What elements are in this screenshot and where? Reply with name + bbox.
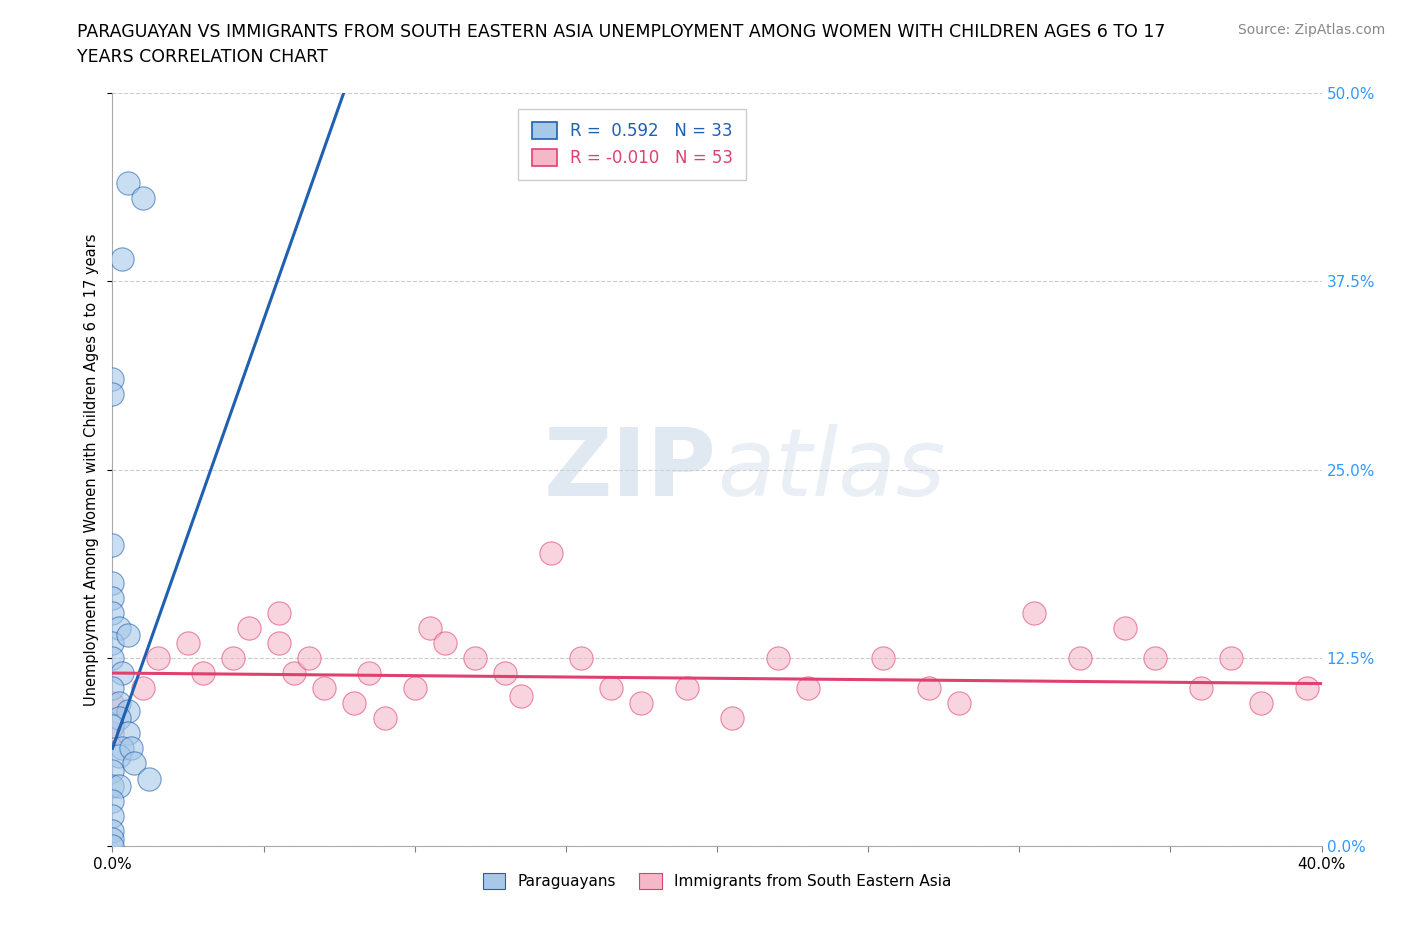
Point bbox=[872, 651, 894, 666]
Point bbox=[101, 831, 124, 846]
Point bbox=[101, 824, 124, 839]
Point bbox=[918, 681, 941, 696]
Point bbox=[404, 681, 426, 696]
Point bbox=[1024, 605, 1046, 620]
Point bbox=[101, 809, 124, 824]
Point bbox=[101, 575, 124, 591]
Point bbox=[101, 718, 124, 733]
Point bbox=[110, 741, 132, 756]
Point bbox=[267, 635, 290, 650]
Point bbox=[101, 726, 124, 741]
Point bbox=[721, 711, 744, 725]
Point bbox=[222, 651, 245, 666]
Point bbox=[509, 688, 531, 703]
Point bbox=[117, 726, 139, 741]
Point bbox=[1295, 681, 1317, 696]
Point bbox=[948, 696, 970, 711]
Point bbox=[117, 703, 139, 718]
Point bbox=[1340, 666, 1362, 681]
Point bbox=[101, 681, 124, 696]
Point bbox=[314, 681, 336, 696]
Point bbox=[283, 666, 305, 681]
Point bbox=[101, 793, 124, 808]
Point bbox=[267, 605, 290, 620]
Point bbox=[107, 711, 129, 725]
Point bbox=[1250, 696, 1272, 711]
Point bbox=[101, 538, 124, 552]
Point bbox=[1371, 726, 1393, 741]
Point bbox=[101, 605, 124, 620]
Point bbox=[101, 651, 124, 666]
Point bbox=[132, 681, 155, 696]
Point bbox=[1069, 651, 1091, 666]
Text: ZIP: ZIP bbox=[544, 424, 717, 515]
Point bbox=[569, 651, 592, 666]
Point bbox=[630, 696, 652, 711]
Text: PARAGUAYAN VS IMMIGRANTS FROM SOUTH EASTERN ASIA UNEMPLOYMENT AMONG WOMEN WITH C: PARAGUAYAN VS IMMIGRANTS FROM SOUTH EAST… bbox=[77, 23, 1166, 41]
Point bbox=[1114, 620, 1136, 635]
Point bbox=[101, 372, 124, 387]
Point bbox=[101, 635, 124, 650]
Point bbox=[1144, 651, 1167, 666]
Point bbox=[675, 681, 697, 696]
Point bbox=[138, 771, 160, 786]
Point bbox=[1386, 703, 1406, 718]
Point bbox=[600, 681, 623, 696]
Point bbox=[101, 778, 124, 793]
Point bbox=[177, 635, 200, 650]
Point bbox=[766, 651, 789, 666]
Point bbox=[419, 620, 441, 635]
Point bbox=[101, 696, 124, 711]
Point bbox=[238, 620, 260, 635]
Point bbox=[132, 191, 155, 206]
Point bbox=[1220, 651, 1243, 666]
Point bbox=[110, 666, 132, 681]
Point bbox=[359, 666, 381, 681]
Point bbox=[107, 620, 129, 635]
Text: Source: ZipAtlas.com: Source: ZipAtlas.com bbox=[1237, 23, 1385, 37]
Point bbox=[117, 628, 139, 643]
Point bbox=[343, 696, 366, 711]
Point bbox=[107, 696, 129, 711]
Point bbox=[101, 839, 124, 854]
Text: YEARS CORRELATION CHART: YEARS CORRELATION CHART bbox=[77, 48, 328, 66]
Point bbox=[433, 635, 456, 650]
Point bbox=[298, 651, 321, 666]
Point bbox=[101, 591, 124, 605]
Point bbox=[122, 756, 145, 771]
Point bbox=[374, 711, 396, 725]
Point bbox=[107, 778, 129, 793]
Point bbox=[540, 545, 562, 560]
Legend: Paraguayans, Immigrants from South Eastern Asia: Paraguayans, Immigrants from South Easte… bbox=[477, 867, 957, 896]
Point bbox=[110, 251, 132, 266]
Y-axis label: Unemployment Among Women with Children Ages 6 to 17 years: Unemployment Among Women with Children A… bbox=[84, 233, 100, 706]
Point bbox=[120, 741, 142, 756]
Point bbox=[464, 651, 486, 666]
Point bbox=[117, 176, 139, 191]
Point bbox=[107, 749, 129, 764]
Point bbox=[1189, 681, 1212, 696]
Point bbox=[101, 764, 124, 778]
Point bbox=[191, 666, 214, 681]
Text: atlas: atlas bbox=[717, 424, 945, 515]
Point bbox=[101, 387, 124, 402]
Point bbox=[796, 681, 818, 696]
Point bbox=[146, 651, 169, 666]
Point bbox=[495, 666, 517, 681]
